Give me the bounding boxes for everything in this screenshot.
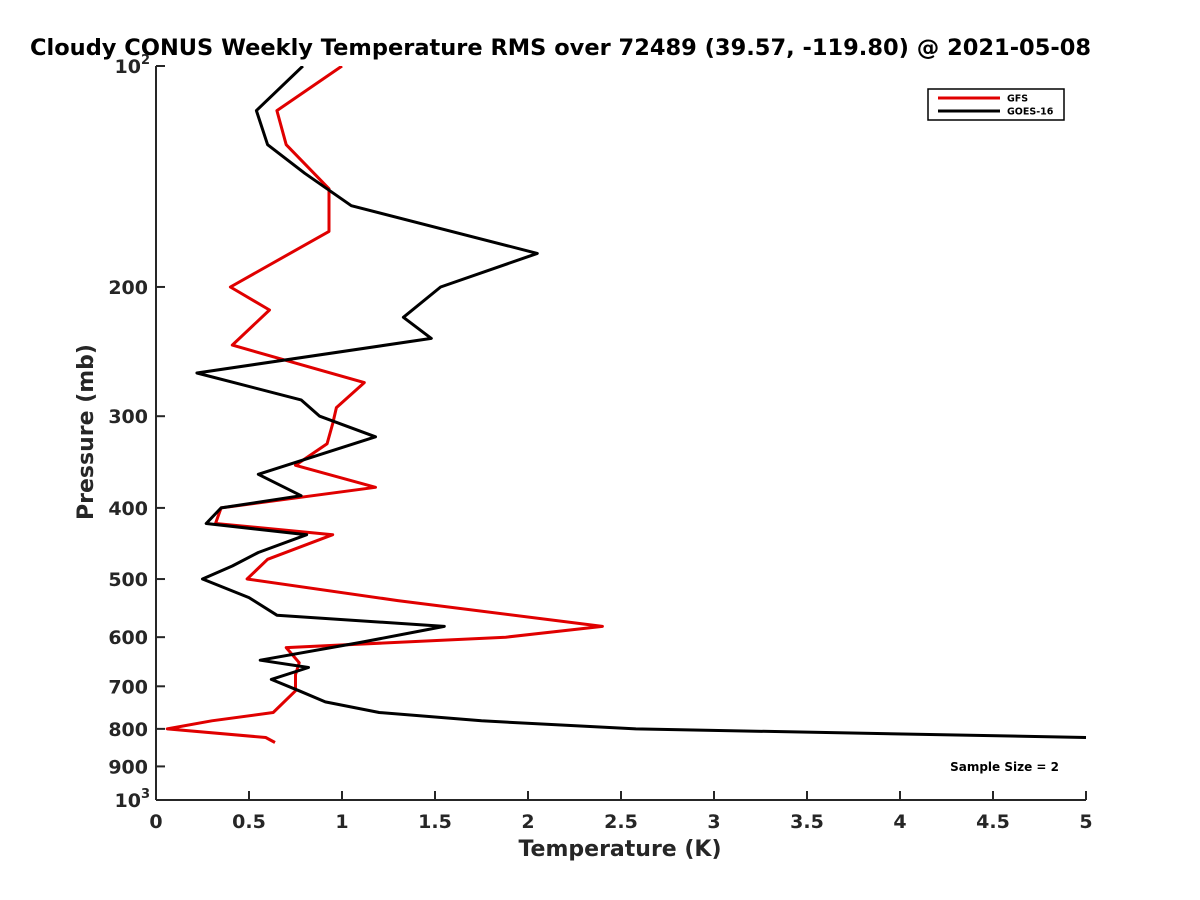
y-tick-label: 300 [108, 406, 148, 428]
y-tick-label: 500 [108, 569, 148, 591]
x-tick-label: 2.5 [604, 811, 638, 833]
x-tick-label: 2 [521, 811, 534, 833]
y-tick-label: 600 [108, 627, 148, 649]
x-tick-label: 4.5 [976, 811, 1010, 833]
x-tick-label: 3 [707, 811, 720, 833]
x-tick-label: 1.5 [418, 811, 452, 833]
y-tick-label: 800 [108, 719, 148, 741]
x-tick-label: 0.5 [232, 811, 266, 833]
y-tick-label: 700 [108, 676, 148, 698]
legend-label-gfs: GFS [1007, 94, 1028, 105]
y-axis-title: Pressure (mb) [74, 344, 99, 520]
sample-size-annotation: Sample Size = 2 [950, 760, 1059, 774]
x-tick-label: 3.5 [790, 811, 824, 833]
axes [155, 65, 1087, 801]
chart-title: Cloudy CONUS Weekly Temperature RMS over… [30, 35, 1091, 61]
tick-labels: 0 0.5 1 1.5 2 2.5 3 3.5 4 4.5 5 102 200 300 400 500 600 7… [108, 53, 1092, 833]
x-axis-title: Temperature (K) [518, 837, 721, 862]
legend-box [927, 88, 1065, 121]
series-layer [165, 66, 1087, 744]
legend: GFS GOES-16 [927, 88, 1065, 121]
legend-label-goes-16: GOES-16 [1007, 107, 1054, 118]
x-tick-label: 4 [893, 811, 906, 833]
y-tick-label: 900 [108, 756, 148, 778]
y-tick-label: 103 [115, 787, 151, 812]
y-tick-label: 200 [108, 277, 148, 299]
series-line-goes-16 [195, 66, 1087, 739]
y-tick-label: 400 [108, 498, 148, 520]
y-tick-label: 102 [115, 53, 151, 78]
x-tick-label: 0 [149, 811, 162, 833]
x-tick-label: 1 [335, 811, 348, 833]
series-line-gfs [165, 66, 604, 744]
x-tick-label: 5 [1079, 811, 1092, 833]
